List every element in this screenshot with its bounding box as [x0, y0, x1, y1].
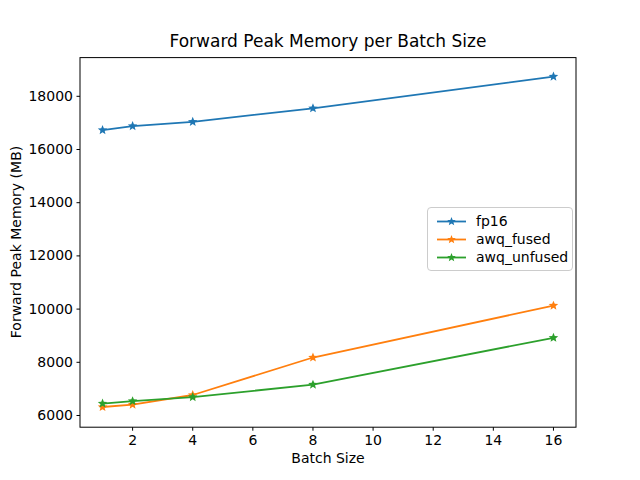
legend-entry-awq-unfused: awq_unfused: [436, 248, 564, 266]
y-tick-label: 10000: [28, 301, 73, 317]
y-axis-label: Forward Peak Memory (MB): [8, 146, 24, 338]
x-tick-label: 12: [424, 432, 442, 448]
legend-star-marker: [447, 216, 456, 224]
y-tick-label: 12000: [28, 247, 73, 263]
x-tick-label: 14: [484, 432, 502, 448]
data-point-marker-fp16: [308, 103, 318, 112]
y-tick-label: 14000: [28, 194, 73, 210]
y-tick-label: 8000: [37, 354, 73, 370]
legend-star-marker: [447, 234, 456, 242]
data-point-marker-fp16: [128, 121, 138, 130]
y-tick-label: 18000: [28, 88, 73, 104]
data-point-marker-awq_unfused: [549, 333, 559, 342]
legend-star-marker: [447, 252, 456, 260]
data-point-marker-awq_fused: [549, 301, 559, 310]
legend-line-fp16-icon: [436, 215, 467, 228]
x-tick-label: 2: [128, 432, 137, 448]
data-point-marker-fp16: [549, 72, 559, 81]
data-point-marker-fp16: [188, 117, 198, 126]
legend-label-fp16: fp16: [476, 214, 508, 228]
x-tick-label: 16: [545, 432, 563, 448]
data-point-marker-awq_fused: [308, 353, 318, 362]
y-tick-label: 6000: [37, 407, 73, 423]
x-tick-label: 4: [188, 432, 197, 448]
legend-label-awq-unfused: awq_unfused: [476, 250, 568, 264]
legend-line-awq-fused-icon: [436, 233, 467, 246]
series-line-awq_fused: [103, 306, 554, 407]
data-point-marker-awq_unfused: [308, 380, 318, 389]
legend-label-awq-fused: awq_fused: [476, 232, 551, 246]
x-tick-label: 8: [309, 432, 318, 448]
series-line-fp16: [103, 77, 554, 130]
legend-entry-fp16: fp16: [436, 212, 564, 230]
legend: fp16 awq_fused awq_unfused: [427, 207, 573, 271]
x-axis-label: Batch Size: [80, 450, 576, 466]
legend-entry-awq-fused: awq_fused: [436, 230, 564, 248]
y-tick-label: 16000: [28, 141, 73, 157]
x-tick-label: 6: [248, 432, 257, 448]
legend-line-awq-unfused-icon: [436, 251, 467, 264]
series-line-awq_unfused: [103, 338, 554, 404]
data-point-marker-fp16: [98, 125, 108, 134]
figure: Forward Peak Memory per Batch Size 24681…: [0, 0, 640, 480]
x-tick-label: 10: [364, 432, 382, 448]
